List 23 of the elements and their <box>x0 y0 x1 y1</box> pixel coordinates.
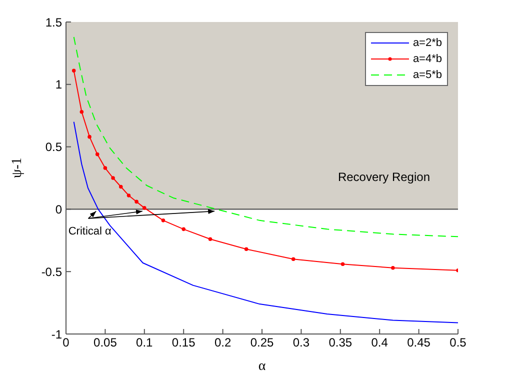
x-tick-label: 0.1 <box>136 336 154 350</box>
x-tick-label: 0.3 <box>292 336 310 350</box>
y-tick-label: -1 <box>51 327 62 342</box>
y-axis-title: ψ-1 <box>10 158 25 178</box>
annotation: Critical α <box>68 225 112 238</box>
x-axis-title: α <box>258 359 266 374</box>
x-tick-label: 0.45 <box>407 336 431 350</box>
legend-label: a=2*b <box>412 36 442 51</box>
x-tick-label: 0.05 <box>94 336 118 350</box>
legend-label: a=4*b <box>412 52 442 67</box>
y-tick-label: 1.5 <box>45 15 62 30</box>
x-tick-label: 0.5 <box>450 336 467 350</box>
x-tick-label: 0.35 <box>328 336 352 350</box>
x-tick-label: 0.4 <box>371 336 388 350</box>
x-tick-label: 0.15 <box>172 336 196 350</box>
legend-label: a=5*b <box>412 68 442 83</box>
y-tick-label: 0 <box>55 202 62 216</box>
band-label: Recovery Region <box>338 170 430 184</box>
x-tick-label: 0.25 <box>250 336 274 350</box>
y-tick-label: -0.5 <box>41 264 62 279</box>
y-tick-label: 1 <box>55 78 62 92</box>
y-tick-label: 0.5 <box>45 140 62 154</box>
x-tick-label: 0.2 <box>214 336 232 350</box>
